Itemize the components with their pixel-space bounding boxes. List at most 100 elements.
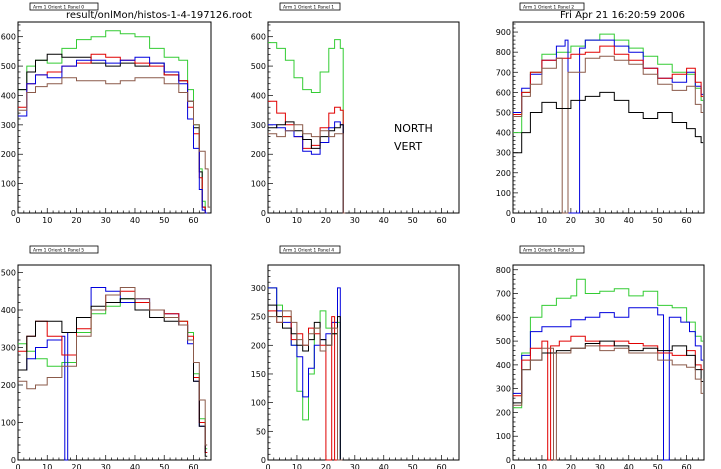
x-tick-label: 50 bbox=[653, 216, 663, 225]
x-tick-label: 60 bbox=[682, 463, 692, 469]
histogram-series-green bbox=[18, 30, 208, 214]
histogram-series-green bbox=[268, 39, 346, 214]
x-tick-label: 60 bbox=[437, 216, 447, 225]
y-tick-label: 700 bbox=[496, 290, 511, 299]
x-tick-label: 20 bbox=[566, 463, 576, 469]
x-tick-label: 20 bbox=[321, 463, 331, 469]
y-tick-label: 300 bbox=[1, 344, 16, 353]
x-tick-label: 0 bbox=[265, 463, 270, 469]
x-tick-label: 20 bbox=[566, 216, 576, 225]
panel-title-box bbox=[29, 2, 99, 11]
x-tick-label: 10 bbox=[292, 216, 302, 225]
y-tick-label: 100 bbox=[1, 180, 16, 189]
y-tick-label: 300 bbox=[1, 121, 16, 130]
histogram-panel-4: Arm 1 Orient 1 Panel 4 0 10 20 30 40 50 60 0 50 10… bbox=[251, 245, 460, 469]
y-tick-label: 100 bbox=[251, 180, 266, 189]
panel-title-box bbox=[29, 245, 99, 254]
panel-title: Arm 1 Orient 1 Panel 5 bbox=[33, 248, 84, 254]
histogram-series-blue bbox=[268, 287, 343, 461]
y-tick-label: 400 bbox=[251, 91, 266, 100]
y-tick-label: 0 bbox=[506, 456, 511, 465]
histogram-series-black bbox=[513, 91, 704, 154]
y-tick-label: 0 bbox=[11, 456, 16, 465]
histogram-series-brown bbox=[18, 77, 211, 208]
y-tick-label: 500 bbox=[1, 269, 16, 278]
x-tick-label: 50 bbox=[653, 463, 663, 469]
panel-title-box bbox=[279, 2, 341, 11]
x-tick-label: 60 bbox=[437, 463, 447, 469]
histogram-panel-5: Arm 1 Orient 1 Panel 30 10 20 30 40 50 6001002… bbox=[496, 245, 705, 469]
y-tick-label: 300 bbox=[496, 149, 511, 158]
histogram-series-red bbox=[268, 310, 343, 461]
y-tick-label: 0 bbox=[11, 209, 16, 218]
x-tick-label: 10 bbox=[42, 463, 52, 469]
histogram-panel-3: Arm 1 Orient 1 Panel 5 0 10 20 30 40 50 60 0 100 2… bbox=[1, 245, 212, 469]
histogram-series-brown bbox=[268, 310, 343, 461]
panel-title: Arm 1 Orient 1 Panel 0 bbox=[33, 5, 84, 11]
y-tick-label: 300 bbox=[251, 284, 266, 293]
x-tick-label: 50 bbox=[408, 463, 418, 469]
x-tick-label: 0 bbox=[510, 216, 515, 225]
x-tick-label: 10 bbox=[537, 216, 547, 225]
y-tick-label: 500 bbox=[251, 62, 266, 71]
date-label: Fri Apr 21 16:20:59 2006 bbox=[560, 10, 686, 21]
y-tick-label: 200 bbox=[496, 408, 511, 417]
x-tick-label: 20 bbox=[71, 216, 81, 225]
histogram-series-black bbox=[268, 121, 346, 214]
y-tick-label: 200 bbox=[1, 150, 16, 159]
y-tick-label: 100 bbox=[496, 189, 511, 198]
histogram-series-red bbox=[18, 290, 208, 453]
histogram-series-green bbox=[513, 278, 704, 409]
histogram-panel-0: Arm 1 Orient 1 Panel 00 10 20 30 40 50 6001002… bbox=[1, 2, 212, 225]
x-tick-label: 60 bbox=[188, 463, 198, 469]
y-tick-label: 500 bbox=[496, 337, 511, 346]
y-tick-label: 600 bbox=[496, 313, 511, 322]
plot-frame bbox=[512, 21, 705, 214]
histogram-series-brown bbox=[513, 55, 704, 214]
y-tick-label: 400 bbox=[1, 306, 16, 315]
y-tick-label: 300 bbox=[251, 121, 266, 130]
histogram-series-blue bbox=[18, 287, 208, 461]
x-tick-label: 20 bbox=[321, 216, 331, 225]
x-tick-label: 0 bbox=[15, 463, 20, 469]
annotation-vert: VERT bbox=[394, 140, 422, 153]
y-tick-label: 600 bbox=[496, 88, 511, 97]
y-tick-label: 0 bbox=[261, 456, 266, 465]
histogram-series-green bbox=[268, 287, 343, 461]
panel-title-box bbox=[279, 245, 341, 254]
y-tick-label: 0 bbox=[506, 209, 511, 218]
plot-frame bbox=[17, 21, 212, 214]
panel-title: Arm 1 Orient 1 Panel 2 bbox=[523, 5, 574, 11]
file-path-label: result/onlMon/histos-1-4-197126.root bbox=[66, 10, 252, 21]
x-tick-label: 0 bbox=[510, 463, 515, 469]
x-tick-label: 40 bbox=[130, 463, 140, 469]
histogram-series-red bbox=[268, 100, 346, 214]
x-tick-label: 30 bbox=[101, 216, 111, 225]
x-tick-label: 0 bbox=[15, 216, 20, 225]
y-tick-label: 500 bbox=[1, 62, 16, 71]
x-tick-label: 40 bbox=[379, 216, 389, 225]
histogram-series-blue bbox=[513, 307, 704, 461]
panel-title: Arm 1 Orient 1 Panel 4 bbox=[283, 248, 334, 254]
annotation-north: NORTH bbox=[394, 122, 433, 135]
y-tick-label: 900 bbox=[496, 28, 511, 37]
histogram-panel-2: Arm 1 Orient 1 Panel 20 10 20 30 40 50 6001002… bbox=[496, 2, 705, 225]
y-tick-label: 400 bbox=[496, 361, 511, 370]
x-tick-label: 30 bbox=[101, 463, 111, 469]
x-tick-label: 30 bbox=[350, 216, 360, 225]
y-tick-label: 400 bbox=[1, 91, 16, 100]
y-tick-label: 800 bbox=[496, 48, 511, 57]
y-tick-label: 0 bbox=[261, 209, 266, 218]
y-tick-label: 250 bbox=[251, 313, 266, 322]
y-tick-label: 600 bbox=[251, 33, 266, 42]
histogram-series-brown bbox=[18, 287, 208, 446]
x-tick-label: 40 bbox=[624, 216, 634, 225]
y-tick-label: 800 bbox=[496, 266, 511, 275]
histogram-series-brown bbox=[268, 124, 346, 214]
y-tick-label: 200 bbox=[1, 381, 16, 390]
x-tick-label: 0 bbox=[265, 216, 270, 225]
y-tick-label: 100 bbox=[251, 399, 266, 408]
x-tick-label: 60 bbox=[682, 216, 692, 225]
